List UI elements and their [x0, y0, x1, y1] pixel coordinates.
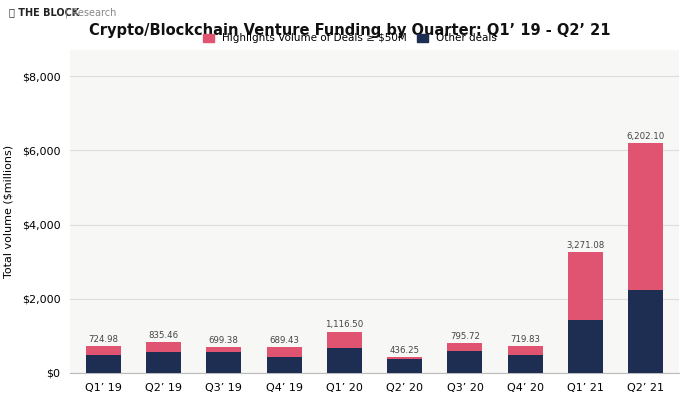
- Bar: [267, 357, 302, 373]
- Bar: [568, 251, 603, 320]
- Bar: [387, 359, 422, 373]
- Legend: Highlights Volume of Deals ≥ $50M, Other deals: Highlights Volume of Deals ≥ $50M, Other…: [199, 29, 501, 48]
- Bar: [629, 290, 664, 373]
- Bar: [629, 143, 664, 290]
- Text: 689.43: 689.43: [269, 336, 299, 345]
- Bar: [85, 355, 120, 373]
- Text: 719.83: 719.83: [510, 335, 540, 344]
- Text: 436.25: 436.25: [390, 346, 420, 355]
- Text: | Research: | Research: [65, 7, 116, 18]
- Text: 1,116.50: 1,116.50: [326, 321, 363, 329]
- Text: Ⓢ THE BLOCK: Ⓢ THE BLOCK: [9, 8, 80, 18]
- Bar: [267, 347, 302, 357]
- Bar: [327, 348, 362, 373]
- Bar: [508, 355, 542, 373]
- Y-axis label: Total volume ($millions): Total volume ($millions): [4, 145, 13, 278]
- Text: 795.72: 795.72: [450, 332, 480, 341]
- Bar: [447, 344, 482, 351]
- Text: 835.46: 835.46: [148, 331, 178, 340]
- Bar: [206, 352, 242, 373]
- Bar: [327, 331, 362, 348]
- Text: Crypto/Blockchain Venture Funding by Quarter: Q1’ 19 - Q2’ 21: Crypto/Blockchain Venture Funding by Qua…: [90, 23, 610, 38]
- Text: 699.38: 699.38: [209, 336, 239, 345]
- Bar: [206, 347, 242, 352]
- Bar: [447, 351, 482, 373]
- Bar: [508, 346, 542, 355]
- Bar: [85, 346, 120, 355]
- Bar: [146, 352, 181, 373]
- Text: 3,271.08: 3,271.08: [566, 241, 605, 250]
- Text: 6,202.10: 6,202.10: [626, 132, 665, 141]
- Bar: [568, 320, 603, 373]
- Text: 724.98: 724.98: [88, 335, 118, 344]
- Bar: [146, 342, 181, 352]
- Bar: [387, 357, 422, 359]
